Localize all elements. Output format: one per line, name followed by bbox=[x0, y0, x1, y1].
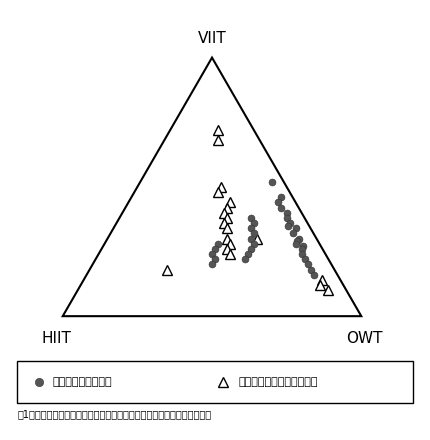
Text: 日本と東アジア諸国: 日本と東アジア諸国 bbox=[53, 377, 112, 387]
FancyBboxPatch shape bbox=[17, 361, 413, 403]
Text: 図1　モジュール化レベルが最も低い品目における貿易構造の推移の比較: 図1 モジュール化レベルが最も低い品目における貿易構造の推移の比較 bbox=[17, 409, 211, 419]
Text: 日本以外の東アジア諸国間: 日本以外の東アジア諸国間 bbox=[239, 377, 318, 387]
Text: VIIT: VIIT bbox=[198, 31, 226, 46]
Text: OWT: OWT bbox=[346, 331, 382, 346]
Text: HIIT: HIIT bbox=[42, 331, 72, 346]
